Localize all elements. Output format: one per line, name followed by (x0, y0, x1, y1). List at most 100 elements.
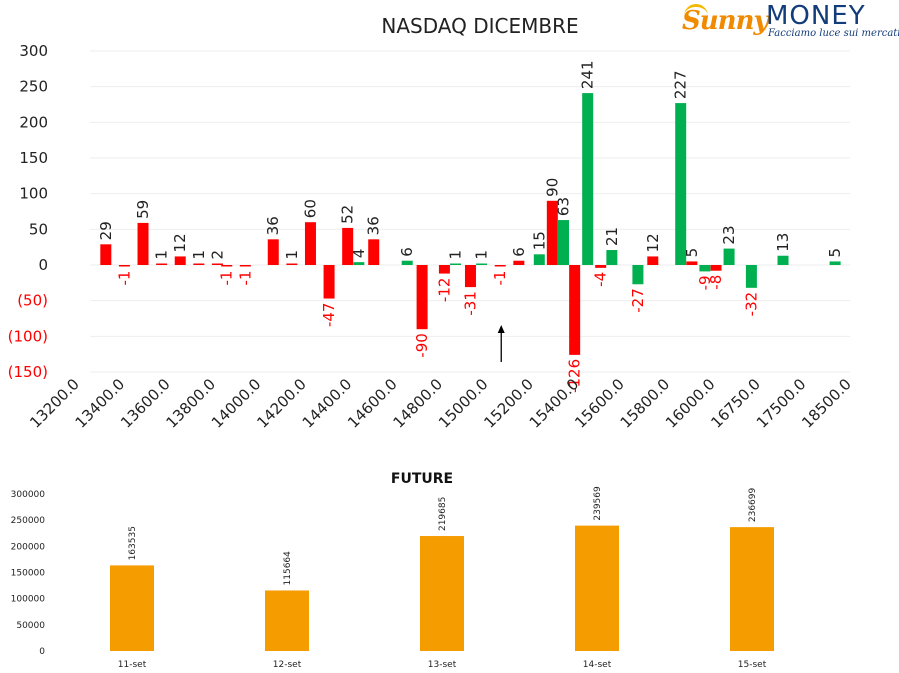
bar (513, 260, 525, 265)
data-label: 219685 (438, 497, 448, 531)
future-chart-title: FUTURE (391, 471, 453, 487)
data-label: 36 (365, 216, 383, 235)
bar (647, 256, 659, 265)
y-tick-label: 100 (19, 185, 48, 203)
data-label: 12 (171, 233, 189, 252)
data-label: 13 (774, 233, 792, 252)
bar (476, 263, 488, 265)
bar (730, 527, 774, 651)
data-label: 239569 (593, 486, 603, 521)
bar (575, 525, 619, 651)
x-tick-label: 16000.0 (662, 375, 719, 432)
bar (368, 239, 380, 265)
bar (110, 565, 154, 651)
data-label: -1 (115, 271, 133, 286)
x-tick-label: 15400.0 (526, 375, 583, 432)
nasdaq-chart-title: NASDAQ DICEMBRE (381, 14, 578, 38)
bar (699, 265, 711, 272)
bar (265, 590, 309, 651)
data-label: 1 (283, 250, 301, 260)
arrow-head (497, 325, 505, 333)
bar (174, 256, 186, 265)
x-tick-label: 16750.0 (707, 375, 764, 432)
bar (632, 265, 644, 285)
y-tick-label: (50) (17, 292, 48, 310)
bar (464, 265, 476, 288)
bar (546, 200, 558, 265)
arrow-up-icon (497, 325, 505, 362)
bar (723, 248, 735, 265)
x-tick-label: 17500.0 (753, 375, 810, 432)
y-tick-label: 100000 (11, 595, 46, 605)
x-tick-label: 15200.0 (480, 375, 537, 432)
y-tick-label: 50 (29, 220, 48, 238)
bar (221, 265, 233, 267)
bar (416, 265, 428, 330)
x-tick-label: 14400.0 (299, 375, 356, 432)
data-label: 23 (720, 226, 738, 245)
x-tick-label: 15000.0 (435, 375, 492, 432)
data-label: -12 (435, 278, 453, 303)
logo-tagline: Facciamo luce sui mercati (768, 28, 899, 39)
data-label: 5 (826, 248, 844, 258)
x-tick-label: 13400.0 (72, 375, 129, 432)
y-tick-label: 300000 (11, 490, 46, 500)
y-tick-label: 50000 (16, 621, 45, 631)
data-label: 60 (301, 199, 319, 218)
data-label: -4 (592, 272, 610, 287)
bar (494, 265, 506, 267)
future-y-axis: 300000 250000 200000 150000 100000 50000 0 (11, 490, 46, 657)
bar (438, 265, 450, 274)
data-label: -1 (491, 271, 509, 286)
data-label: -9 (696, 275, 714, 290)
future-x-axis: 11-set 12-set 13-set 14-set 15-set (118, 660, 767, 670)
data-label: -8 (707, 275, 725, 290)
bar (267, 239, 279, 265)
nasdaq-gridlines (90, 50, 850, 373)
x-tick-label: 18500.0 (798, 375, 855, 432)
y-tick-label: 300 (19, 42, 48, 60)
bar (686, 261, 698, 265)
y-tick-label: 200000 (11, 542, 46, 552)
bar (533, 254, 545, 265)
logo-brand-part1: Sunny (682, 6, 769, 36)
data-label: 29 (97, 221, 115, 240)
data-label: 5 (683, 248, 701, 258)
future-chart: FUTURE 300000 250000 200000 150000 100000 500… (11, 471, 774, 670)
x-tick-label: 14-set (583, 660, 612, 670)
bar (450, 263, 462, 265)
x-tick-label: 14200.0 (253, 375, 310, 432)
y-tick-label: 200 (19, 113, 48, 131)
sunny-money-logo: Sunny MONEY Facciamo luce sui mercati (682, 1, 899, 42)
bar (239, 265, 251, 267)
bar (156, 263, 168, 265)
data-label: 1 (190, 250, 208, 260)
data-label: -47 (320, 303, 338, 328)
nasdaq-chart: NASDAQ DICEMBRE 300 250 200 150 100 50 0 (50) (1… (8, 14, 855, 432)
bar (193, 263, 205, 265)
y-tick-label: (100) (8, 327, 48, 345)
y-tick-label: 150 (19, 149, 48, 167)
bar (401, 260, 413, 265)
data-label: -31 (461, 291, 479, 316)
y-tick-label: (150) (8, 363, 48, 381)
sun-icon (684, 4, 708, 21)
data-label: 2 (208, 250, 226, 260)
logo-brand-part2: MONEY (766, 1, 866, 31)
data-label: 12 (644, 233, 662, 252)
bar (420, 536, 464, 651)
data-label: 52 (339, 205, 357, 224)
data-label: 21 (603, 227, 621, 246)
data-label: -126 (566, 359, 584, 393)
data-label: 236699 (748, 487, 758, 522)
bar (745, 265, 757, 288)
bar (606, 250, 618, 265)
x-tick-label: 13600.0 (117, 375, 174, 432)
bar (829, 261, 841, 265)
y-tick-label: 0 (38, 256, 48, 274)
y-tick-label: 250 (19, 78, 48, 96)
bar (323, 265, 335, 299)
bar (211, 263, 223, 265)
